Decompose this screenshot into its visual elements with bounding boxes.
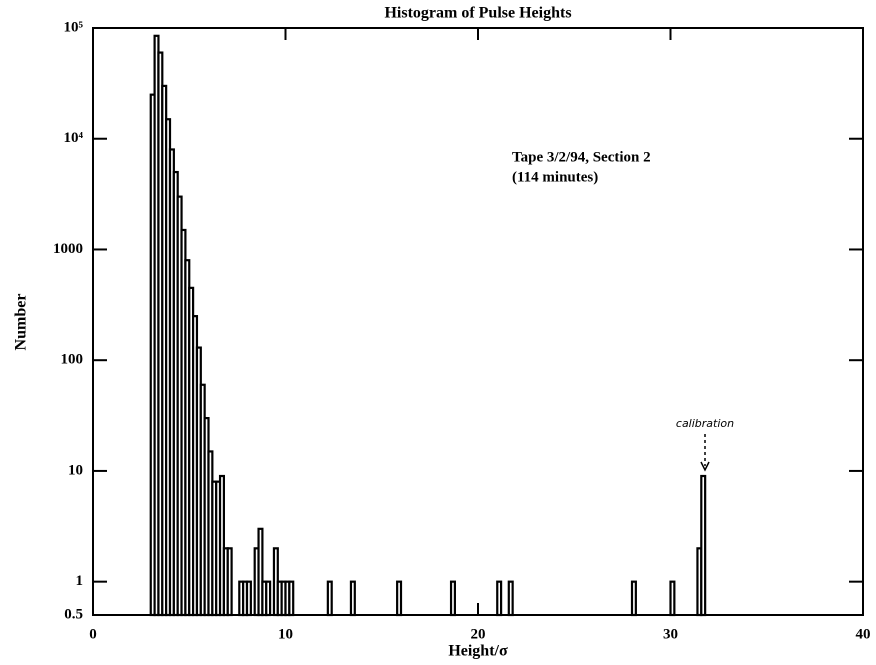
x-tick-label: 40	[856, 626, 871, 642]
x-tick-label: 0	[89, 626, 97, 642]
histogram-bar	[265, 580, 272, 617]
histogram-bar	[507, 580, 514, 617]
y-tick-label: 1000	[53, 241, 83, 257]
x-tick-label: 30	[663, 626, 678, 642]
y-tick-label: 10	[68, 462, 83, 478]
histogram-bar	[449, 580, 456, 617]
histogram-bar	[700, 474, 707, 617]
histogram-bar	[326, 580, 333, 617]
histogram-bar	[496, 580, 503, 617]
histogram-bar	[226, 547, 233, 617]
annotation: (114 minutes)	[512, 169, 598, 185]
y-tick-label: 1	[76, 573, 84, 589]
y-tick-label: 10⁵	[64, 19, 84, 35]
histogram-bar	[630, 580, 637, 617]
histogram-bar	[245, 580, 252, 617]
chart-title: Histogram of Pulse Heights	[384, 5, 571, 22]
histogram-bar	[349, 580, 356, 617]
histogram-bar	[288, 580, 295, 617]
y-tick-label: 0.5	[64, 606, 83, 622]
x-tick-label: 20	[471, 626, 486, 642]
annotation: calibration	[676, 417, 734, 430]
annotation-arrow	[700, 461, 710, 472]
histogram-bar	[396, 580, 403, 617]
y-tick-label: 100	[61, 352, 84, 368]
y-tick-label: 10⁴	[64, 130, 84, 146]
x-axis-label: Height/σ	[448, 643, 508, 660]
x-tick-label: 10	[278, 626, 293, 642]
annotation: Tape 3/2/94, Section 2	[512, 149, 651, 165]
y-axis-label: Number	[13, 294, 30, 351]
